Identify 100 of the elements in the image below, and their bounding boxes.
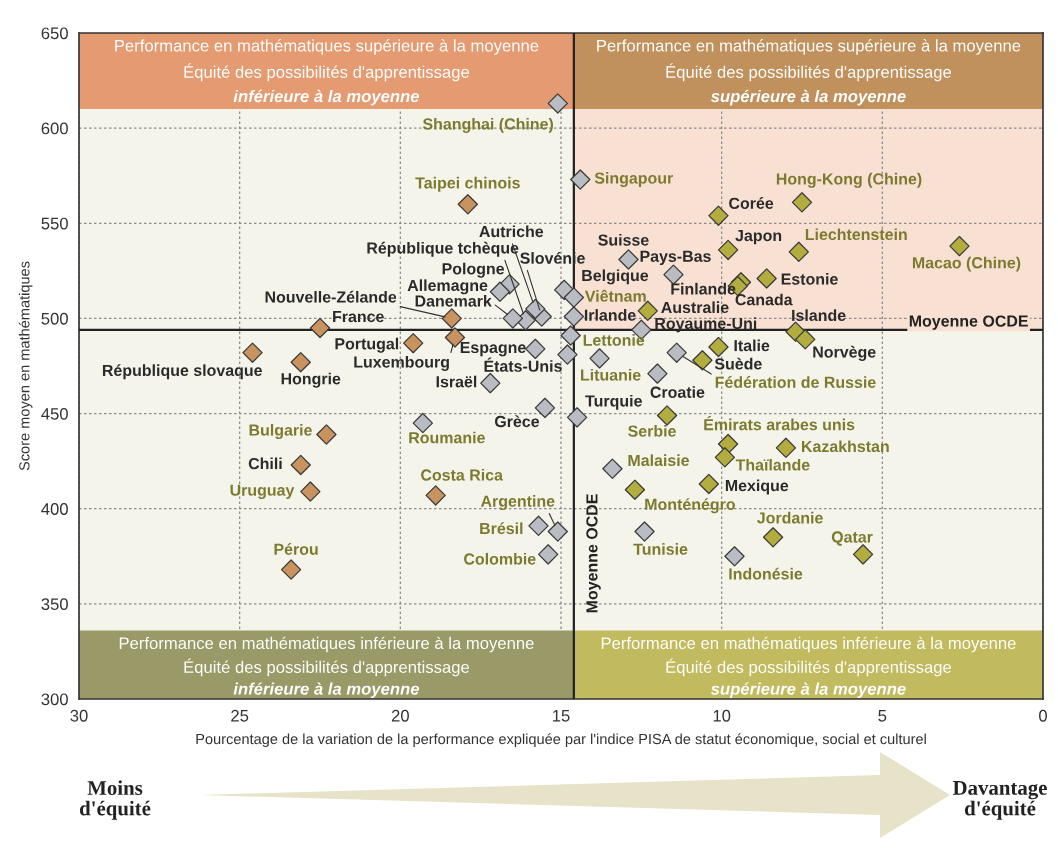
- point: [502, 308, 523, 329]
- x-tick-label: 25: [231, 709, 249, 722]
- annotation: Corée: [729, 197, 774, 209]
- point: [762, 527, 784, 548]
- annotation: Indonésie: [729, 567, 803, 580]
- annotation: Singapour: [594, 172, 674, 187]
- annotation: Performance en mathématiques inférieure à la moyenne Équité des possibilités d'apprentissage inférieure à la moyenne: [119, 636, 534, 699]
- annotation: Allemagne: [407, 279, 488, 295]
- text: Davantage d'équité: [952, 781, 1047, 820]
- annotation: Japon: [735, 230, 782, 245]
- annotation: Qatar: [831, 531, 873, 546]
- annotation: Kazakhstan: [802, 440, 889, 453]
- annotation: Lituanie: [581, 368, 641, 381]
- annotation: Serbie: [628, 425, 676, 437]
- point: [560, 325, 581, 346]
- annotation: Fédération de Russie: [715, 376, 876, 388]
- annotation: Monténégro: [645, 498, 735, 514]
- annotation: Autriche: [479, 225, 544, 238]
- annotation: Australie: [661, 301, 729, 314]
- annotation: République slovaque: [102, 364, 262, 380]
- point: [602, 458, 623, 479]
- point: [791, 192, 813, 213]
- point: [656, 405, 678, 426]
- y-tick-label: 400: [41, 503, 68, 515]
- point: [634, 521, 655, 542]
- annotation: Royaume-Uni: [655, 317, 757, 333]
- annotation: Mexique: [725, 479, 789, 495]
- point: [480, 372, 501, 394]
- annotation: Croatie: [650, 386, 705, 398]
- annotation: Estonie: [781, 273, 838, 285]
- annotation: Pays-Bas: [640, 250, 711, 266]
- point: [547, 521, 568, 542]
- annotation: Costa Rica: [421, 468, 504, 481]
- annotation: Hong-Kong (Chine): [776, 172, 922, 188]
- y-tick-label: 650: [41, 27, 68, 40]
- annotation: Performance en mathématiques supérieure à la moyenne Équité des possibilités d'apprentissage supérieure à la moyenne: [597, 39, 1021, 106]
- ref-line-label: Moyenne OCDE: [909, 315, 1028, 330]
- annotation: Liechtenstein: [805, 228, 907, 241]
- point: [525, 298, 546, 320]
- point: [290, 351, 311, 373]
- annotation: Émirats arabes unis: [704, 415, 855, 431]
- point: [756, 268, 777, 289]
- annotation: Islande: [792, 309, 846, 322]
- annotation: Suisse: [598, 234, 649, 246]
- annotation: France: [333, 311, 384, 323]
- point: [316, 424, 337, 445]
- text: Moins d'équité: [79, 780, 151, 820]
- annotation: Thaïlande: [735, 458, 810, 471]
- point: [563, 287, 585, 308]
- point: [457, 194, 479, 215]
- y-tick-label: 550: [41, 217, 68, 230]
- point: [563, 306, 585, 327]
- annotation: Lettonie: [583, 334, 645, 346]
- annotation: Espagne: [460, 341, 526, 357]
- annotation: Roumanie: [409, 431, 485, 444]
- annotation: Chili: [248, 457, 282, 470]
- annotation: Uruguay: [230, 484, 295, 500]
- point: [280, 559, 302, 580]
- annotation: Shanghai (Chine): [422, 117, 553, 133]
- point: [309, 317, 331, 339]
- annotation: Pérou: [274, 543, 318, 555]
- annotation: Suède: [714, 357, 762, 370]
- annotation: Taipei chinois: [415, 176, 520, 192]
- annotation: Jordanie: [757, 511, 823, 524]
- x-tick-label: 20: [391, 709, 409, 722]
- point: [300, 481, 321, 502]
- point: [708, 205, 729, 226]
- annotation: Belgique: [582, 269, 649, 285]
- y-tick-label: 350: [41, 598, 68, 611]
- annotation: Irlande: [584, 309, 636, 321]
- annotation: Luxembourg: [354, 355, 449, 371]
- annotation: Canada: [735, 293, 793, 306]
- annotation: Pologne: [442, 262, 505, 278]
- point: [788, 241, 809, 263]
- x-tick-label: 5: [878, 710, 887, 722]
- annotation: Performance en mathématiques supérieure à la moyenne Équité des possibilités d'apprentissage inférieure à la moyenne: [115, 39, 539, 106]
- point: [724, 546, 745, 567]
- point: [528, 515, 549, 537]
- point: [698, 473, 720, 495]
- annotation: Malaisie: [628, 454, 690, 467]
- annotation: Portugal: [335, 337, 399, 353]
- x-tick-label: 0: [1039, 709, 1047, 722]
- annotation: Argentine: [480, 495, 555, 511]
- point: [242, 342, 263, 363]
- y-tick-label: 450: [41, 407, 68, 420]
- point: [441, 308, 462, 329]
- x-axis-title: Pourcentage de la variation de la performance expliquée par l'indice PISA de statut économique, social et culturel: [196, 733, 926, 748]
- annotation: Bulgarie: [249, 424, 312, 439]
- point: [589, 348, 610, 369]
- annotation: Italie: [734, 339, 770, 352]
- point: [618, 249, 639, 270]
- annotation: Tunisie: [633, 543, 688, 555]
- point: [708, 336, 729, 358]
- x-tick-label: 30: [70, 709, 88, 722]
- point: [537, 544, 559, 565]
- point: [402, 332, 424, 354]
- y-tick-label: 500: [41, 312, 68, 325]
- annotation: Brésil: [480, 522, 523, 535]
- point: [775, 437, 797, 459]
- point: [692, 350, 713, 371]
